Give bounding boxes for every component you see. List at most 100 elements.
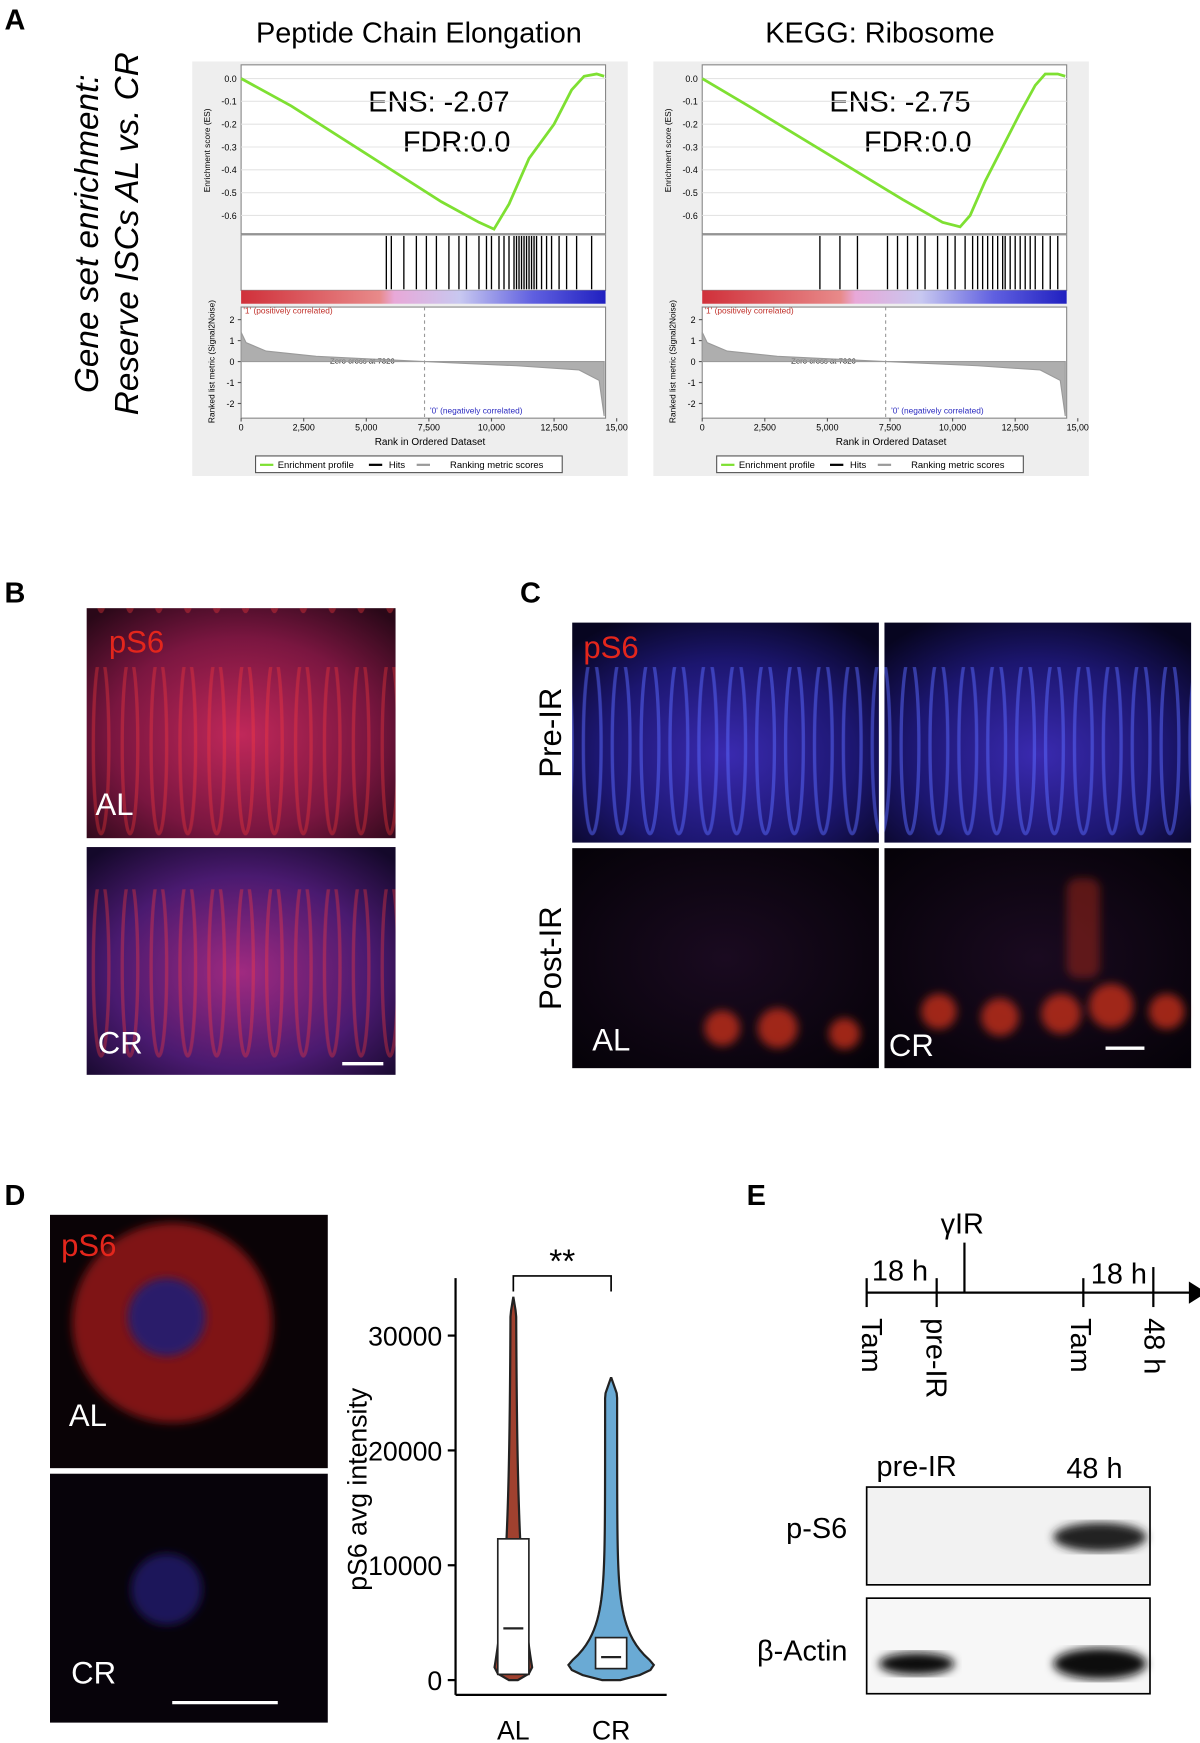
lane-label: pre-IR (877, 1451, 957, 1483)
panel-label: E (747, 1180, 766, 1212)
annotation: FDR:0.0 (864, 127, 972, 159)
image-label: AL (69, 1398, 107, 1433)
plot-area (240, 64, 607, 235)
negative-label: '0' (negatively correlated) (891, 406, 984, 416)
y-tick-label: -0.2 (682, 120, 697, 130)
nucleus (131, 1553, 203, 1625)
y-tick-label: -0.4 (682, 165, 697, 175)
micrograph-texture (86, 608, 396, 839)
box (496, 1538, 530, 1676)
y-tick-label: 20000 (368, 1436, 442, 1466)
stain-label: pS6 (583, 630, 638, 665)
side-label: Gene set enrichment: (69, 74, 106, 393)
step-label: Tam (1064, 1318, 1096, 1373)
interval-label: 18 h (872, 1255, 928, 1287)
micrograph-texture (86, 847, 396, 1075)
y2-tick-label: -1 (227, 378, 235, 388)
y2-tick-label: 1 (230, 336, 235, 346)
y-tick-label: -0.2 (221, 120, 236, 130)
x-tick-label: 12,500 (1002, 422, 1029, 432)
y2-tick-label: -2 (227, 399, 235, 409)
image-label: CR (889, 1028, 934, 1063)
x-tick-label: 7,500 (879, 422, 901, 432)
timeline-arrow (1188, 1281, 1200, 1304)
positive-label: '1' (positively correlated) (704, 306, 793, 316)
legend (716, 455, 1024, 474)
annotation: ENS: -2.07 (368, 87, 509, 119)
y-axis-label: Enrichment score (ES) (663, 108, 673, 192)
panel-label: D (4, 1180, 25, 1212)
panel-b: pS6 AL CR (86, 608, 396, 1075)
y-tick-label: -0.6 (221, 211, 236, 221)
box (594, 1636, 628, 1670)
y2-tick-label: -2 (688, 399, 696, 409)
row-label: p-S6 (786, 1513, 847, 1545)
micrograph-texture (572, 622, 879, 843)
lane-label: 48 h (1066, 1453, 1122, 1485)
band (1053, 1522, 1147, 1552)
y-tick-label: -0.5 (682, 188, 697, 198)
chart-title: Peptide Chain Elongation (256, 18, 582, 50)
image-label: CR (71, 1656, 116, 1691)
es-curve (701, 72, 1066, 229)
image-label: AL (96, 787, 134, 822)
hits-area (701, 234, 1068, 291)
legend-label: Enrichment profile (739, 460, 815, 471)
y2-tick-label: 2 (691, 315, 696, 325)
y-tick-label: -0.5 (221, 188, 236, 198)
y2-tick-label: -1 (688, 378, 696, 388)
y-tick-label: -0.1 (221, 97, 236, 107)
crypt-signal (704, 878, 1185, 1050)
panel-label: B (4, 578, 25, 610)
x-tick-label: 7,500 (418, 422, 440, 432)
y2-tick-label: 1 (691, 336, 696, 346)
annotation: FDR:0.0 (403, 127, 511, 159)
nucleus (127, 1278, 206, 1356)
metric-area-fill (240, 331, 605, 417)
hits-area (240, 234, 607, 291)
x-tick-label: 10,000 (939, 422, 966, 432)
x-tick-label: 0 (239, 422, 244, 432)
y2-tick-label: 0 (230, 357, 235, 367)
row-label: Post-IR (533, 906, 568, 1010)
y2-axis-label: Ranked list metric (Signal2Noise) (668, 300, 678, 423)
blot (865, 1597, 1151, 1695)
color-bar (702, 290, 1067, 304)
band (878, 1652, 955, 1675)
y-tick-label: -0.3 (221, 142, 236, 152)
row-label: β-Actin (757, 1635, 847, 1667)
y2-tick-label: 0 (691, 357, 696, 367)
significance-bracket (512, 1275, 612, 1292)
color-bar (241, 290, 606, 304)
side-label: Reserve ISCs AL vs. CR (109, 52, 146, 415)
timeline-ticks (865, 1242, 1155, 1308)
step-label: 48 h (1137, 1318, 1169, 1374)
y-tick-label: 10000 (368, 1551, 442, 1581)
panel-e: 18 h γIR 18 h Tam pre-IR Tam 48 h pre-IR… (757, 1209, 1200, 1695)
panel-label: C (520, 578, 541, 610)
y-tick-label: 0.0 (685, 74, 697, 84)
x-axis-label: Rank in Ordered Dataset (836, 437, 947, 448)
negative-label: '0' (negatively correlated) (430, 406, 523, 416)
metric-area-fill (701, 331, 1066, 417)
legend-label: Enrichment profile (278, 460, 354, 471)
x-tick-label: 0 (700, 422, 705, 432)
event-label: γIR (941, 1209, 984, 1241)
significance: ** (549, 1244, 575, 1281)
x-tick-label: 12,500 (540, 422, 567, 432)
image-label: AL (592, 1022, 630, 1057)
y-tick-label: -0.1 (682, 97, 697, 107)
y-axis-label: pS6 avg intensity (343, 1387, 373, 1591)
micrograph-texture (884, 622, 1192, 843)
x-tick-label: 5,000 (816, 422, 838, 432)
y-tick-label: -0.6 (682, 211, 697, 221)
legend-label: Ranking metric scores (450, 460, 544, 471)
image-label: CR (98, 1026, 143, 1061)
x-tick-label: CR (592, 1715, 631, 1743)
legend-label: Hits (389, 460, 406, 471)
y-tick-label: -0.3 (682, 142, 697, 152)
legend-label: Ranking metric scores (911, 460, 1005, 471)
interval-label: 18 h (1091, 1259, 1147, 1291)
x-tick-label: 2,500 (754, 422, 776, 432)
